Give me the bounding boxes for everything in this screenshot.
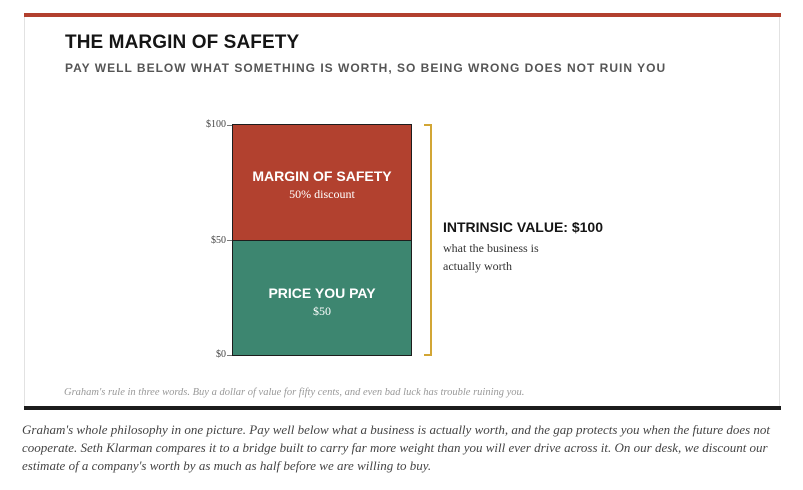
bottom-rule	[24, 406, 781, 410]
tick-label-0: $0	[216, 349, 226, 360]
tick-mark-100	[227, 125, 233, 126]
tick-label-100: $100	[206, 119, 226, 130]
tick-label-50: $50	[211, 235, 226, 246]
margin-of-safety-segment: MARGIN OF SAFETY 50% discount	[232, 124, 412, 241]
figure-title: THE MARGIN OF SAFETY	[65, 32, 300, 53]
tick-mark-0	[227, 355, 233, 356]
price-you-pay-segment: PRICE YOU PAY $50	[232, 240, 412, 356]
price-segment-detail: $50	[313, 304, 331, 318]
top-accent-rule	[24, 13, 781, 17]
figure-note: Graham's rule in three words. Buy a doll…	[64, 387, 525, 398]
margin-segment-detail: 50% discount	[289, 187, 355, 201]
margin-segment-title: MARGIN OF SAFETY	[252, 168, 392, 184]
figure-subtitle: PAY WELL BELOW WHAT SOMETHING IS WORTH, …	[65, 61, 667, 75]
tick-mark-50	[227, 240, 233, 241]
intrinsic-value-bracket	[424, 124, 432, 356]
intrinsic-value-description: what the business is actually worth	[443, 241, 539, 273]
intrinsic-value-title: INTRINSIC VALUE: $100	[443, 219, 603, 235]
price-segment-title: PRICE YOU PAY	[268, 285, 376, 301]
figure-caption: Graham's whole philosophy in one picture…	[22, 422, 771, 473]
